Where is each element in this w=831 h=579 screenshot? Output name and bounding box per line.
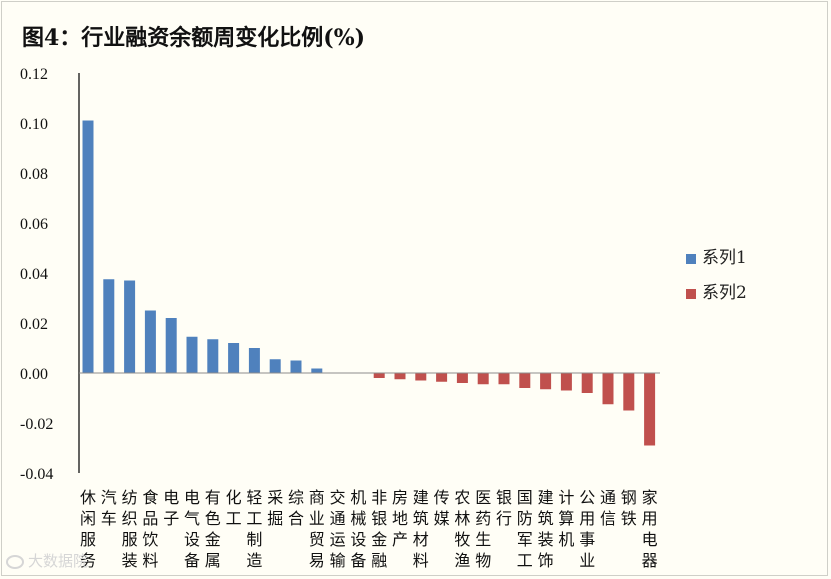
category-label: 食品饮料 <box>142 488 158 570</box>
category-label: 汽车 <box>101 488 117 528</box>
legend-series-2: 系列2 <box>686 278 747 303</box>
legend-label-series-1: 系列1 <box>702 248 747 268</box>
category-label: 计算机 <box>558 488 574 549</box>
legend-swatch-series-1 <box>686 253 696 264</box>
y-tick-label: 0.02 <box>20 316 48 333</box>
category-label: 医药生物 <box>475 488 491 570</box>
category-label: 电气设备 <box>184 488 200 570</box>
bar-series-2 <box>477 373 489 385</box>
category-label: 化工 <box>226 488 242 528</box>
category-label: 轻工制造 <box>246 488 262 570</box>
bar-series-2 <box>436 373 448 382</box>
y-tick-label: -0.02 <box>20 416 53 433</box>
bar-series-2 <box>644 373 656 446</box>
bar-series-2 <box>623 373 635 411</box>
watermark: 大数据院 <box>6 550 88 571</box>
category-label: 国防军工 <box>517 488 533 570</box>
category-label: 电子 <box>163 488 179 528</box>
category-label: 农林牧渔 <box>454 488 470 570</box>
chart-title: 图4：行业融资余额周变化比例(%) <box>22 25 366 51</box>
bar-series-2 <box>456 373 468 383</box>
category-label: 休闲服务 <box>80 488 96 570</box>
y-tick-label: 0.04 <box>20 266 48 283</box>
bar-series-1 <box>103 279 115 373</box>
legend-series-1: 系列1 <box>686 243 747 268</box>
y-tick-label: 0.08 <box>20 166 48 183</box>
bar-series-1 <box>82 120 94 373</box>
category-label: 纺织服装 <box>122 488 138 570</box>
category-label: 家用电器 <box>642 488 658 570</box>
category-label: 机械设备 <box>350 488 366 570</box>
category-label: 房地产 <box>392 488 408 549</box>
category-label: 公用事业 <box>579 488 595 570</box>
category-label: 综合 <box>288 488 304 528</box>
y-tick-label: -0.04 <box>20 466 53 483</box>
category-label: 传媒 <box>434 488 450 528</box>
category-label: 商业贸易 <box>309 488 325 570</box>
bar-series-1 <box>165 318 177 373</box>
category-label: 交通运输 <box>330 488 346 570</box>
legend-label-series-2: 系列2 <box>702 283 747 303</box>
bar-series-2 <box>373 373 385 378</box>
bar-series-1 <box>290 360 302 373</box>
bar-series-2 <box>394 373 406 380</box>
watermark-logo-icon <box>6 554 24 569</box>
category-label: 钢铁 <box>621 488 637 528</box>
bar-series-2 <box>498 373 510 385</box>
category-label: 建筑装饰 <box>538 488 554 570</box>
bar-series-2 <box>581 373 593 393</box>
bar-series-1 <box>311 368 323 373</box>
y-tick-label: 0.00 <box>20 366 48 383</box>
category-label: 有色金属 <box>205 488 221 570</box>
category-label: 采掘 <box>267 488 283 528</box>
bar-series-1 <box>207 339 219 373</box>
bar-series-1 <box>269 359 281 373</box>
bar-series-2 <box>415 373 427 381</box>
bar-series-1 <box>186 336 198 373</box>
category-label: 通信 <box>600 488 616 528</box>
bar-series-1 <box>144 310 156 373</box>
y-tick-label: 0.10 <box>20 116 48 133</box>
bar-series-2 <box>540 373 552 390</box>
bar-series-2 <box>519 373 531 388</box>
y-tick-label: 0.12 <box>20 66 48 83</box>
bar-series-2 <box>602 373 614 405</box>
y-tick-label: 0.06 <box>20 216 48 233</box>
bar-series-1 <box>228 343 240 373</box>
watermark-text: 大数据院 <box>28 552 89 570</box>
bar-series-1 <box>248 348 260 373</box>
legend-swatch-series-2 <box>686 288 696 299</box>
category-label: 银行 <box>496 488 512 528</box>
category-label: 建筑材料 <box>413 488 429 570</box>
bar-series-1 <box>124 280 136 373</box>
bar-series-2 <box>560 373 572 391</box>
category-label: 非银金融 <box>371 488 387 570</box>
